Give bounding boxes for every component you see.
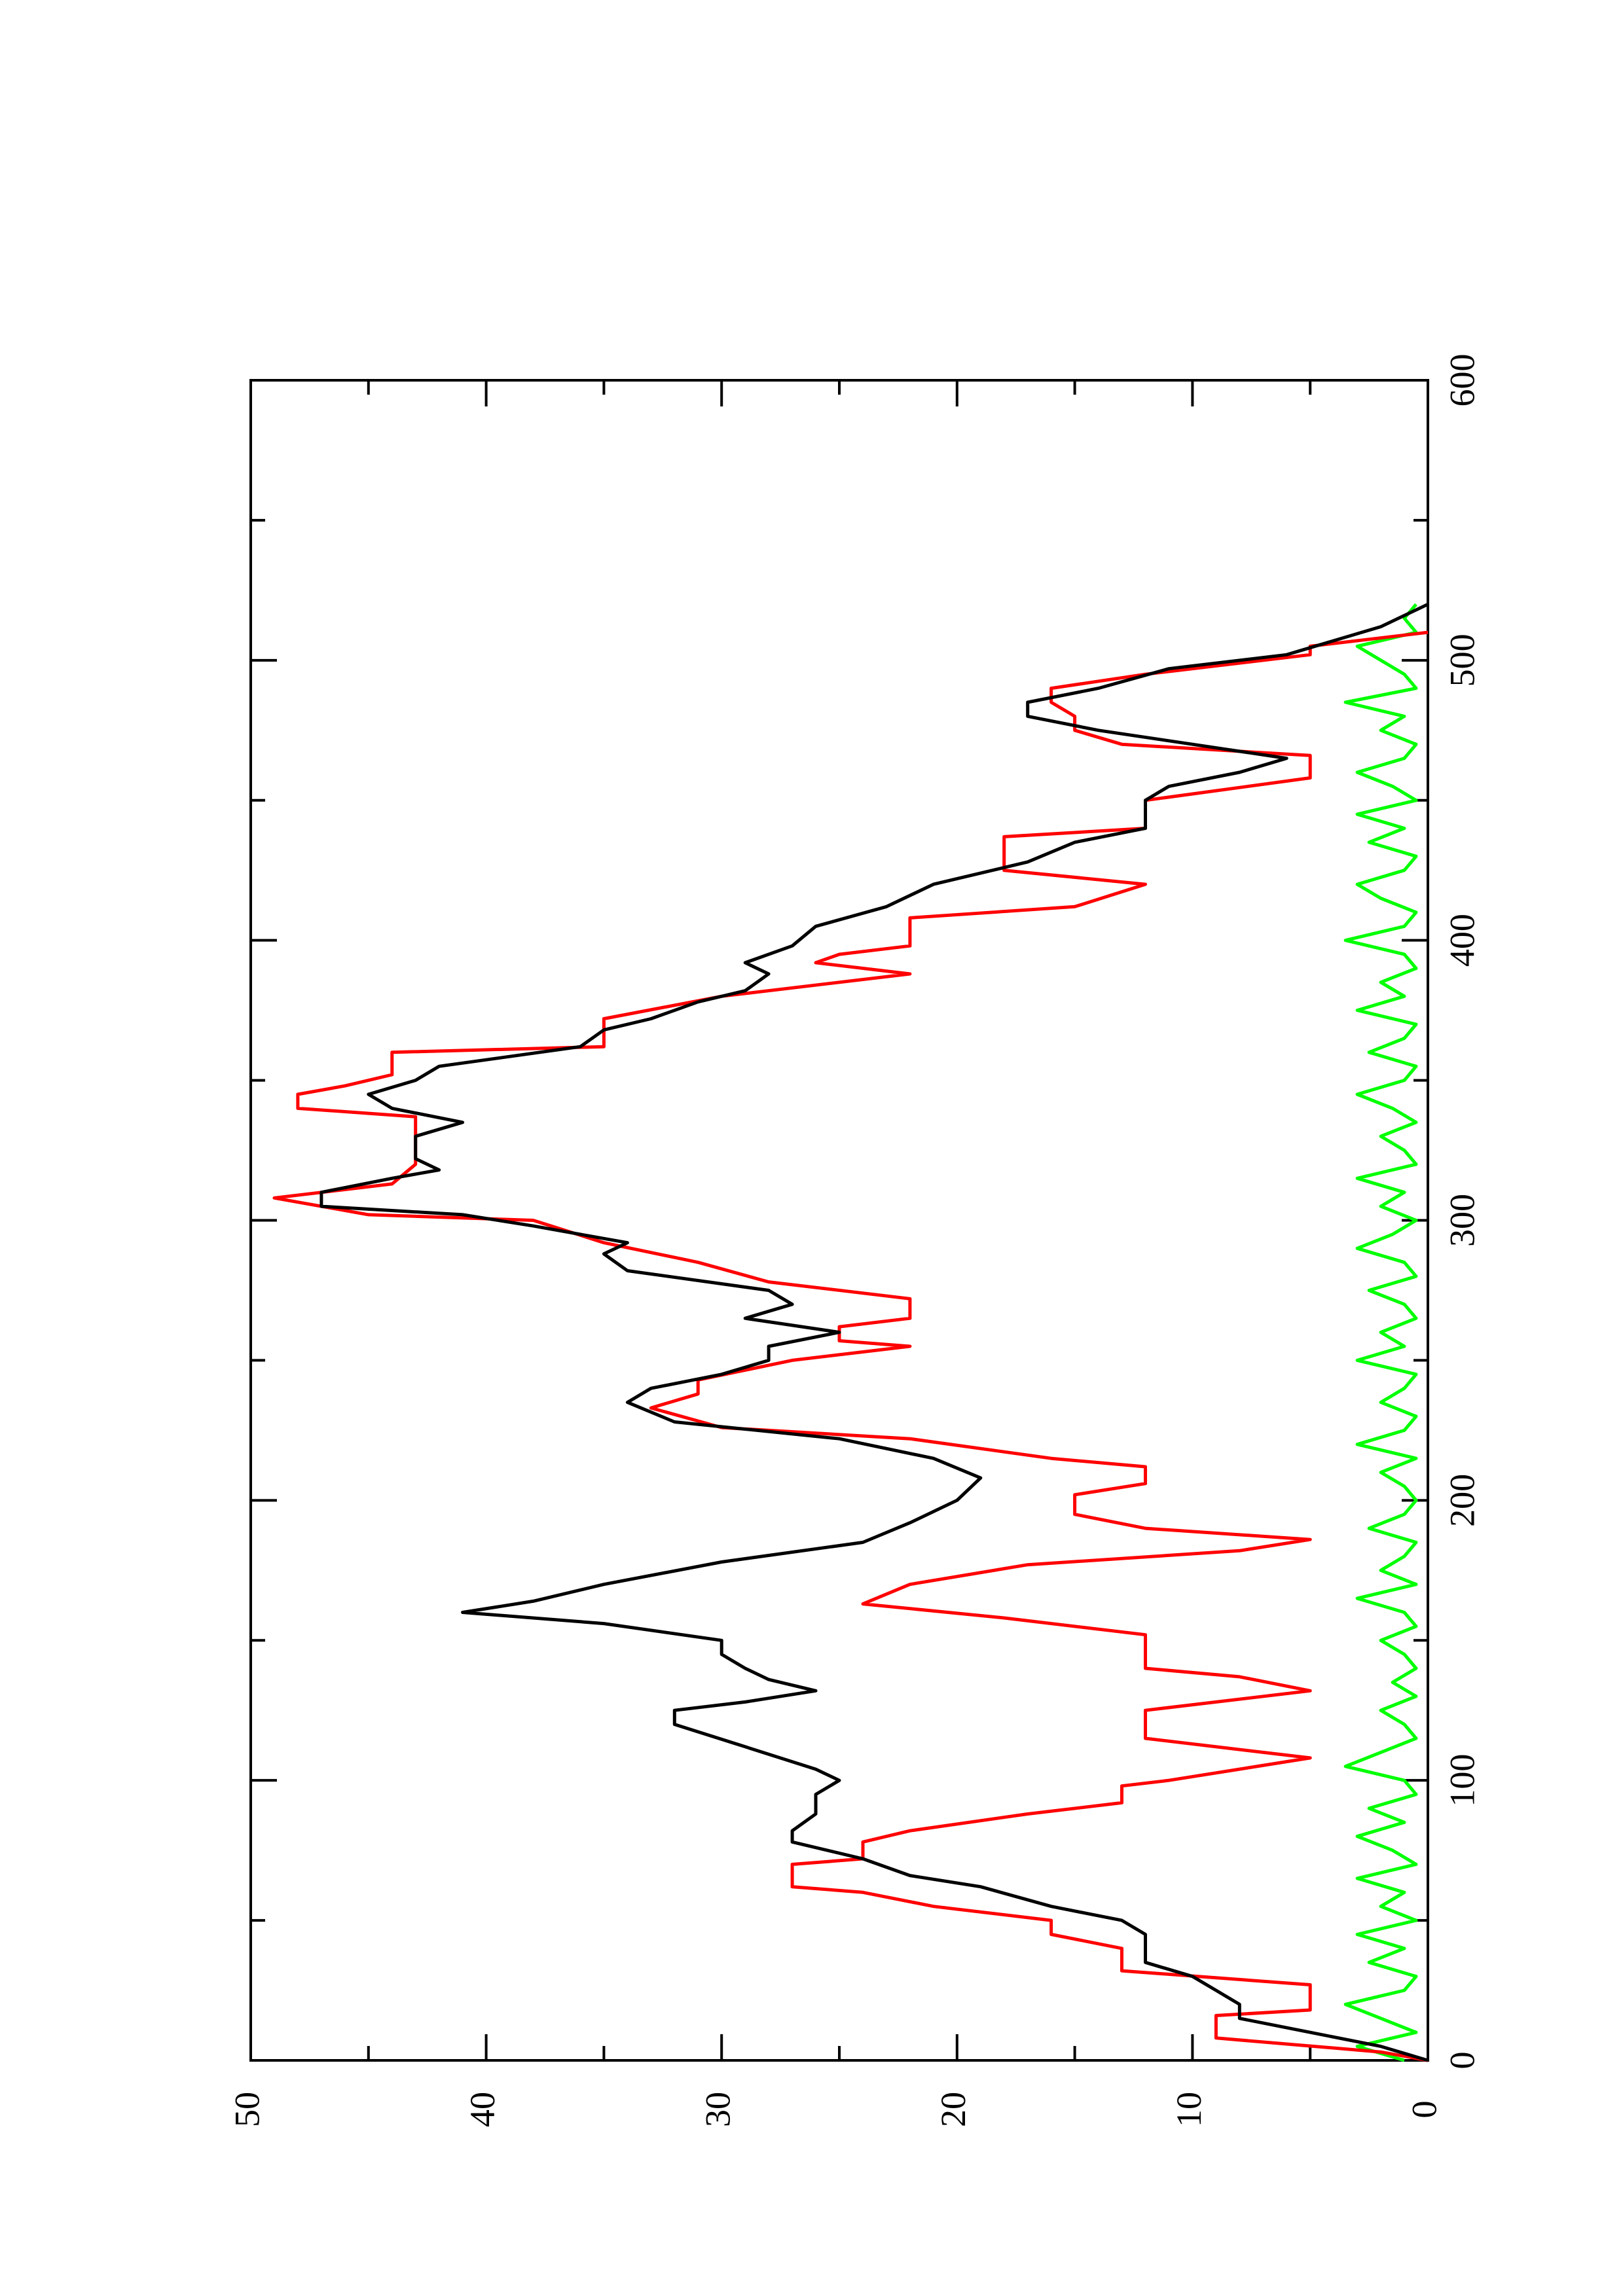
y-tick-label: 10	[1169, 2092, 1209, 2127]
x-tick-label: 100	[1442, 1754, 1482, 1807]
y-tick-label: 30	[699, 2092, 738, 2127]
y-tick-label: 0	[1404, 2101, 1444, 2119]
series-line	[319, 603, 1429, 2062]
y-tick-label: 40	[463, 2092, 502, 2127]
y-tick-label: 50	[227, 2092, 266, 2127]
plot-frame	[249, 379, 1429, 2062]
x-tick-label: 300	[1442, 1194, 1482, 1247]
y-tick-label: 20	[934, 2092, 973, 2127]
x-tick-label: 500	[1442, 634, 1482, 687]
series-line	[272, 630, 1429, 2062]
x-tick-label: 0	[1442, 2052, 1482, 2070]
x-tick-label: 600	[1442, 354, 1482, 407]
x-tick-label: 400	[1442, 914, 1482, 967]
series-line	[1343, 603, 1418, 2062]
x-tick-label: 200	[1442, 1474, 1482, 1527]
